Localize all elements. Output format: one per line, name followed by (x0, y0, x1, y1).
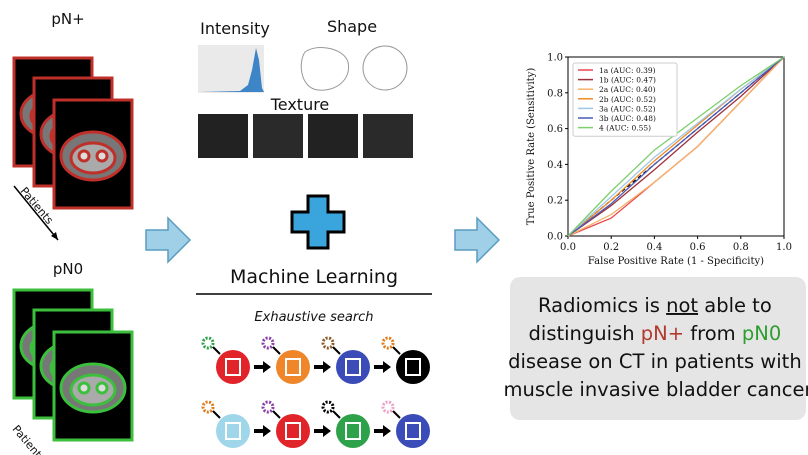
model-node (336, 350, 370, 384)
flow-arrow (254, 425, 271, 437)
legend-entry: 4 (AUC: 0.55) (599, 124, 651, 133)
x-tick-label: 1.0 (776, 242, 792, 253)
axis-label: Patients (18, 185, 56, 227)
model-node (216, 350, 250, 384)
roc-curve (567, 56, 785, 237)
y-tick-label: 0.8 (547, 88, 563, 99)
model-icon (225, 358, 241, 376)
patients-arrow (13, 185, 59, 241)
legend-entry: 1a (AUC: 0.39) (599, 66, 656, 75)
legend-entry: 2b (AUC: 0.52) (599, 95, 656, 104)
gear-arrow (212, 346, 221, 355)
y-tick-label: 0.0 (547, 232, 563, 243)
gear-arrow (272, 410, 281, 419)
gear-icon (321, 400, 335, 414)
feature-title: Shape (327, 17, 377, 36)
gear-arrow (332, 410, 341, 419)
group-label: pN+ (51, 10, 84, 28)
legend-entry: 3a (AUC: 0.52) (599, 104, 656, 113)
legend-entry: 3b (AUC: 0.48) (599, 114, 656, 123)
text: able to (698, 294, 772, 317)
x-tick-label: 0.6 (690, 242, 706, 253)
section-subtitle: Exhaustive search (254, 310, 373, 325)
text: muscle invasive bladder cancer (504, 378, 808, 401)
legend-entry: 2a (AUC: 0.40) (599, 85, 656, 94)
conclusion-box (510, 277, 806, 420)
model-icon (405, 422, 421, 440)
gear-icon (381, 400, 395, 414)
x-tick-label: 0.0 (560, 242, 576, 253)
text: distinguish (529, 322, 641, 345)
texture-tiles (198, 114, 413, 158)
roc-curve (567, 56, 785, 237)
model-node (396, 350, 430, 384)
model-node (396, 414, 430, 448)
roc-chart: 0.0 0.2 0.4 0.6 0.8 1.0 0.0 0.2 0.4 0.6 0.8 1.0 Fals… (526, 53, 792, 268)
gear-icon (321, 336, 335, 350)
y-axis-label: True Positive Rate (Sensitivity) (526, 68, 537, 226)
feature-title: Texture (270, 95, 330, 114)
y-tick-label: 1.0 (547, 53, 563, 64)
gear-icon (261, 400, 275, 414)
text: Radiomics is (538, 294, 666, 317)
flow-arrow (314, 425, 331, 437)
model-icon (345, 422, 361, 440)
gear-icon (261, 336, 275, 350)
y-tick-label: 0.2 (547, 196, 563, 207)
arrow-head (51, 232, 58, 240)
x-tick-label: 0.4 (646, 242, 662, 253)
flow-arrow (145, 217, 191, 263)
y-tick-label: 0.4 (547, 160, 563, 171)
gear-arrow (212, 410, 221, 419)
text: disease on CT in patients with (508, 350, 802, 373)
roc-curve (567, 56, 785, 237)
text: from (684, 322, 742, 345)
histogram (200, 48, 264, 92)
gear-arrow (392, 346, 401, 355)
highlight: pN+ (641, 322, 684, 345)
model-icon (225, 422, 241, 440)
model-icon (285, 422, 301, 440)
model-icon (285, 358, 301, 376)
flow-arrow (374, 361, 391, 373)
group-label: pN0 (53, 260, 83, 278)
flow-arrow (454, 217, 500, 263)
section-title: Machine Learning (230, 266, 398, 288)
emphasis: not (666, 294, 698, 317)
model-node (276, 350, 310, 384)
ct-stack-positive (12, 56, 134, 210)
feature-title: Intensity (200, 19, 270, 38)
shape-sketch (362, 45, 408, 91)
gear-icon (201, 336, 215, 350)
model-node (216, 414, 250, 448)
model-icon (345, 358, 361, 376)
flow-arrow (314, 361, 331, 373)
plus-sign (290, 194, 346, 250)
model-node (276, 414, 310, 448)
x-axis-label: False Positive Rate (1 - Specificity) (588, 256, 764, 267)
model-grid (201, 336, 430, 448)
gear-arrow (392, 410, 401, 419)
y-tick-label: 0.6 (547, 124, 563, 135)
x-tick-label: 0.8 (733, 242, 749, 253)
x-tick-label: 0.2 (603, 242, 619, 253)
gear-icon (201, 400, 215, 414)
ct-stack-negative (12, 288, 134, 442)
conclusion: Radiomics is not able to distinguish pN+… (504, 294, 808, 401)
model-node (336, 414, 370, 448)
highlight: pN0 (742, 322, 781, 345)
gear-arrow (272, 346, 281, 355)
axis-label: Patients (10, 423, 48, 455)
flow-arrow (374, 425, 391, 437)
model-icon (405, 358, 421, 376)
legend-entry: 1b (AUC: 0.47) (599, 76, 656, 85)
gear-icon (381, 336, 395, 350)
roc-curve (567, 56, 785, 237)
shape-sketch (300, 47, 350, 91)
legend-box (572, 62, 678, 137)
flow-arrow (254, 361, 271, 373)
gear-arrow (332, 346, 341, 355)
